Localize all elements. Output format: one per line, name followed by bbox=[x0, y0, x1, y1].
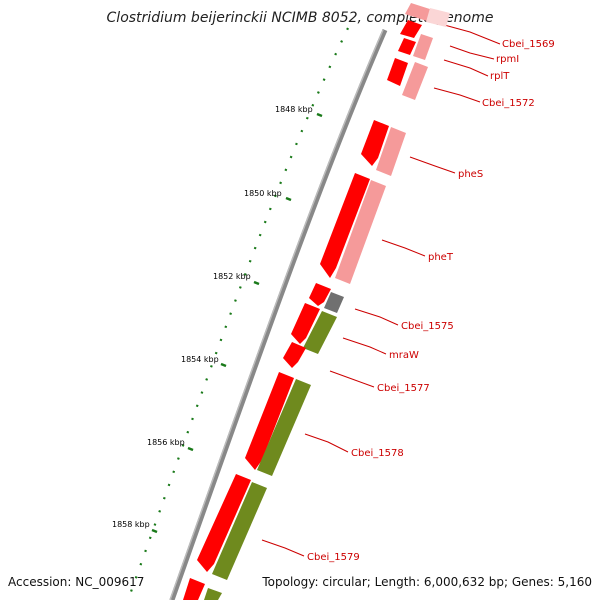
scale-arc bbox=[126, 27, 349, 600]
gene-label-cbei-1569[interactable]: Cbei_1569 bbox=[502, 39, 555, 50]
tick-label: 1856 kbp bbox=[147, 438, 185, 447]
leader-line bbox=[449, 45, 495, 60]
gene-label-phet[interactable]: pheT bbox=[428, 252, 454, 263]
leader-line bbox=[443, 59, 489, 77]
map-title: Clostridium beijerinckii NCIMB 8052, com… bbox=[107, 10, 494, 26]
gene-label-cbei-1572[interactable]: Cbei_1572 bbox=[482, 98, 535, 109]
label-leaders bbox=[261, 22, 501, 557]
leader-line bbox=[433, 87, 481, 103]
backbone-arc-highlight bbox=[169, 29, 384, 600]
gene-rplt-light[interactable] bbox=[402, 62, 428, 100]
gene-next-reverse[interactable] bbox=[204, 588, 222, 600]
gene-mraw[interactable] bbox=[291, 303, 320, 344]
leader-line bbox=[354, 308, 399, 326]
leader-line bbox=[329, 370, 375, 388]
leader-line bbox=[342, 337, 387, 355]
gene-features bbox=[183, 3, 450, 600]
gene-phes-light[interactable] bbox=[376, 127, 406, 176]
gene-label-rpmi[interactable]: rpmI bbox=[496, 54, 519, 65]
tick-mark bbox=[220, 362, 227, 368]
leader-line bbox=[261, 539, 305, 557]
gene-mraw-reverse[interactable] bbox=[303, 311, 337, 354]
tick-label: 1848 kbp bbox=[275, 105, 313, 114]
topology-label: Topology: circular; Length: 6,000,632 bp… bbox=[261, 575, 592, 589]
tick-mark bbox=[187, 446, 194, 452]
gene-label-rplt[interactable]: rplT bbox=[490, 71, 510, 82]
leader-line bbox=[381, 239, 426, 257]
gene-next-forward[interactable] bbox=[183, 578, 205, 600]
gene-rplt[interactable] bbox=[387, 58, 408, 86]
gene-cbei-1575[interactable] bbox=[309, 283, 331, 306]
gene-label-phes[interactable]: pheS bbox=[458, 169, 483, 180]
gene-phet-light[interactable] bbox=[335, 180, 386, 284]
tick-label: 1858 kbp bbox=[112, 520, 150, 529]
gene-phes[interactable] bbox=[361, 120, 389, 166]
tick-label: 1852 kbp bbox=[213, 272, 251, 281]
gene-rpmi[interactable] bbox=[398, 38, 416, 55]
gene-cbei-1577[interactable] bbox=[283, 342, 306, 368]
gene-label-cbei-1579[interactable]: Cbei_1579 bbox=[307, 552, 360, 563]
tick-mark bbox=[253, 280, 260, 286]
gene-cbei-1579[interactable] bbox=[197, 474, 251, 572]
gene-label-cbei-1578[interactable]: Cbei_1578 bbox=[351, 448, 404, 459]
leader-line bbox=[304, 433, 349, 453]
backbone-arc bbox=[169, 29, 388, 600]
accession-label: Accession: NC_009617 bbox=[8, 575, 144, 589]
tick-mark bbox=[151, 528, 158, 534]
scale-ticks bbox=[151, 112, 323, 534]
gene-cbei-1579-reverse[interactable] bbox=[212, 482, 267, 580]
gene-cbei-1569-arrow[interactable] bbox=[400, 20, 422, 38]
gene-label-cbei-1575[interactable]: Cbei_1575 bbox=[401, 321, 454, 332]
tick-mark bbox=[285, 196, 292, 202]
leader-line bbox=[409, 156, 456, 174]
gene-label-cbei-1577[interactable]: Cbei_1577 bbox=[377, 383, 430, 394]
gene-rpmi-light[interactable] bbox=[413, 34, 433, 60]
gene-cbei-1569-reverse[interactable] bbox=[426, 8, 450, 27]
leader-line bbox=[436, 22, 501, 45]
gene-phet[interactable] bbox=[320, 173, 370, 278]
tick-label: 1854 kbp bbox=[181, 355, 219, 364]
gene-cbei-1578[interactable] bbox=[245, 372, 294, 470]
gene-label-mraw[interactable]: mraW bbox=[389, 350, 419, 361]
gene-cbei-1578-reverse[interactable] bbox=[257, 379, 311, 476]
tick-mark bbox=[316, 112, 323, 118]
gene-cbei-1575-rna[interactable] bbox=[324, 292, 344, 313]
tick-label: 1850 kbp bbox=[244, 189, 282, 198]
